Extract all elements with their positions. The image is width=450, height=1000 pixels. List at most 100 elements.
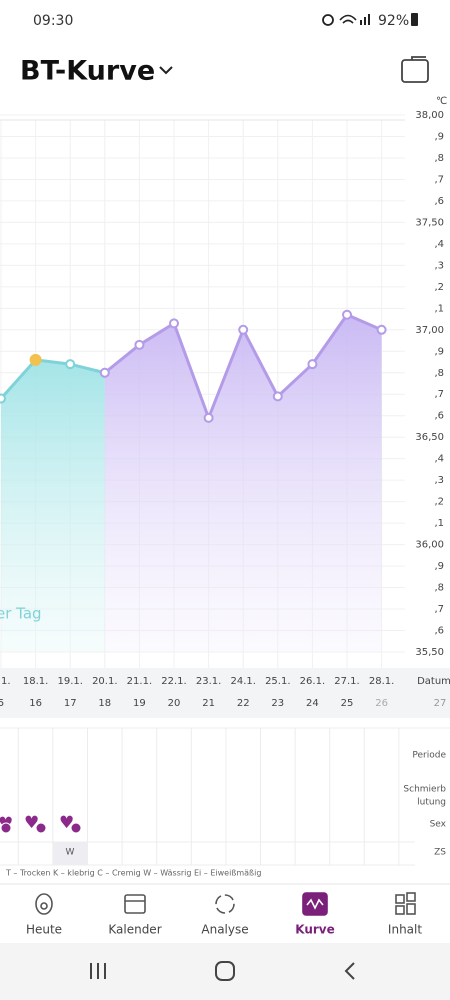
row-label: Sex: [430, 820, 447, 830]
point: [272, 391, 283, 402]
row-label: Periode: [412, 751, 446, 761]
pill-icon: [70, 822, 82, 834]
point: [307, 359, 318, 370]
y-tick-label: ,3: [434, 260, 444, 271]
x-tick-label: 19.1.: [57, 676, 82, 687]
x-tick-label: 28.1.: [369, 676, 394, 687]
heart-icon: ♥: [24, 813, 39, 833]
y-tick-label: 37,00: [415, 325, 444, 336]
y-tick-label: ,6: [434, 626, 444, 637]
point: [203, 412, 214, 423]
point: [134, 339, 145, 350]
point: [65, 359, 76, 370]
cycle-day: 18: [98, 698, 111, 709]
status-battery: 92%: [378, 13, 409, 29]
point: [169, 318, 179, 329]
system-nav-buttons[interactable]: [90, 961, 355, 981]
date-band: [0, 668, 450, 718]
nav-item-active[interactable]: Kurve: [295, 923, 335, 937]
cervix-mark: W: [66, 848, 75, 858]
pill-icon: [35, 822, 47, 834]
export-button[interactable]: [401, 56, 429, 83]
y-tick-label: ,6: [434, 411, 444, 422]
row-label: ZS: [434, 848, 446, 858]
y-tick-label: ,7: [434, 174, 444, 185]
line: [0, 358, 106, 400]
highlight-point: [29, 353, 42, 366]
y-tick-label: ,8: [434, 368, 444, 379]
y-tick-label: ,1: [434, 303, 444, 314]
x-tick-label: 23.1.: [196, 676, 221, 687]
point: [99, 367, 110, 378]
cycle-day: 26: [375, 698, 388, 709]
row-label: Schmierb: [403, 785, 446, 795]
cycle-day: 19: [133, 698, 146, 709]
heart-icon: ♥: [59, 813, 74, 833]
x-tick-label: 20.1.: [92, 676, 117, 687]
x-tick-label: 7.1.: [0, 676, 11, 687]
cycle-day: 23: [271, 698, 284, 709]
x-tick-label: 24.1.: [230, 676, 255, 687]
y-tick-label: ,6: [434, 196, 444, 207]
x-tick-label: 27.1.: [334, 676, 359, 687]
page-title[interactable]: BT-Kurve: [20, 56, 155, 87]
y-tick-label: 36,50: [415, 432, 444, 443]
y-tick-label: ,9: [434, 346, 444, 357]
point: [342, 309, 352, 320]
sex-icons: ♥ ♥ ♥: [0, 813, 82, 834]
next-cycle-day: 27: [434, 698, 447, 709]
nav-item[interactable]: Inhalt: [388, 923, 422, 937]
y-tick-label: ,8: [434, 153, 444, 164]
title-dropdown[interactable]: [159, 66, 173, 75]
cycle-day: 25: [341, 698, 354, 709]
point: [238, 324, 249, 335]
x-tick-label: 26.1.: [300, 676, 325, 687]
y-tick-label: ,7: [434, 389, 444, 400]
y-tick-label: 38,00: [415, 110, 444, 121]
x-tick-label: 22.1.: [161, 676, 186, 687]
status-icons: [322, 13, 418, 26]
chart: [0, 114, 405, 865]
cycle-day: 5: [0, 698, 4, 709]
unit-label: ℃: [436, 96, 447, 107]
cycle-day: 16: [29, 698, 42, 709]
area: [104, 314, 382, 652]
legend-text: T – Trocken K – klebrig C – Cremig W – W…: [5, 869, 261, 878]
nav-item[interactable]: Heute: [26, 923, 62, 937]
point: [0, 393, 6, 404]
y-tick-label: ,9: [434, 561, 444, 572]
y-tick-label: ,3: [434, 475, 444, 486]
x-tick-label: 18.1.: [23, 676, 48, 687]
phase-label: er Tag: [0, 605, 42, 623]
status-time: 09:30: [33, 13, 73, 29]
nav-icons: [35, 892, 416, 916]
nav-item[interactable]: Kalender: [108, 923, 161, 937]
cycle-day: 24: [306, 698, 319, 709]
cycle-day: 21: [202, 698, 215, 709]
point: [376, 324, 387, 335]
y-tick-label: ,9: [434, 131, 444, 142]
area: [1, 359, 105, 652]
x-tick-label: 25.1.: [265, 676, 290, 687]
y-tick-label: 35,50: [415, 647, 444, 658]
y-tick-label: ,1: [434, 518, 444, 529]
cycle-day: 22: [237, 698, 250, 709]
y-tick-label: ,2: [434, 497, 444, 508]
row-label: lutung: [417, 798, 446, 808]
x-tick-label: 21.1.: [127, 676, 152, 687]
cycle-day: 17: [64, 698, 77, 709]
date-row-label: Datum: [417, 676, 450, 687]
nav-item[interactable]: Analyse: [201, 923, 248, 937]
y-tick-label: ,2: [434, 282, 444, 293]
y-tick-label: ,4: [434, 454, 444, 465]
y-tick-label: 36,00: [415, 540, 444, 551]
cervix-cell: [53, 842, 88, 865]
cycle-day: 20: [168, 698, 181, 709]
y-tick-label: ,4: [434, 239, 444, 250]
y-tick-label: 37,50: [415, 217, 444, 228]
y-tick-label: ,7: [434, 604, 444, 615]
y-tick-label: ,8: [434, 583, 444, 594]
